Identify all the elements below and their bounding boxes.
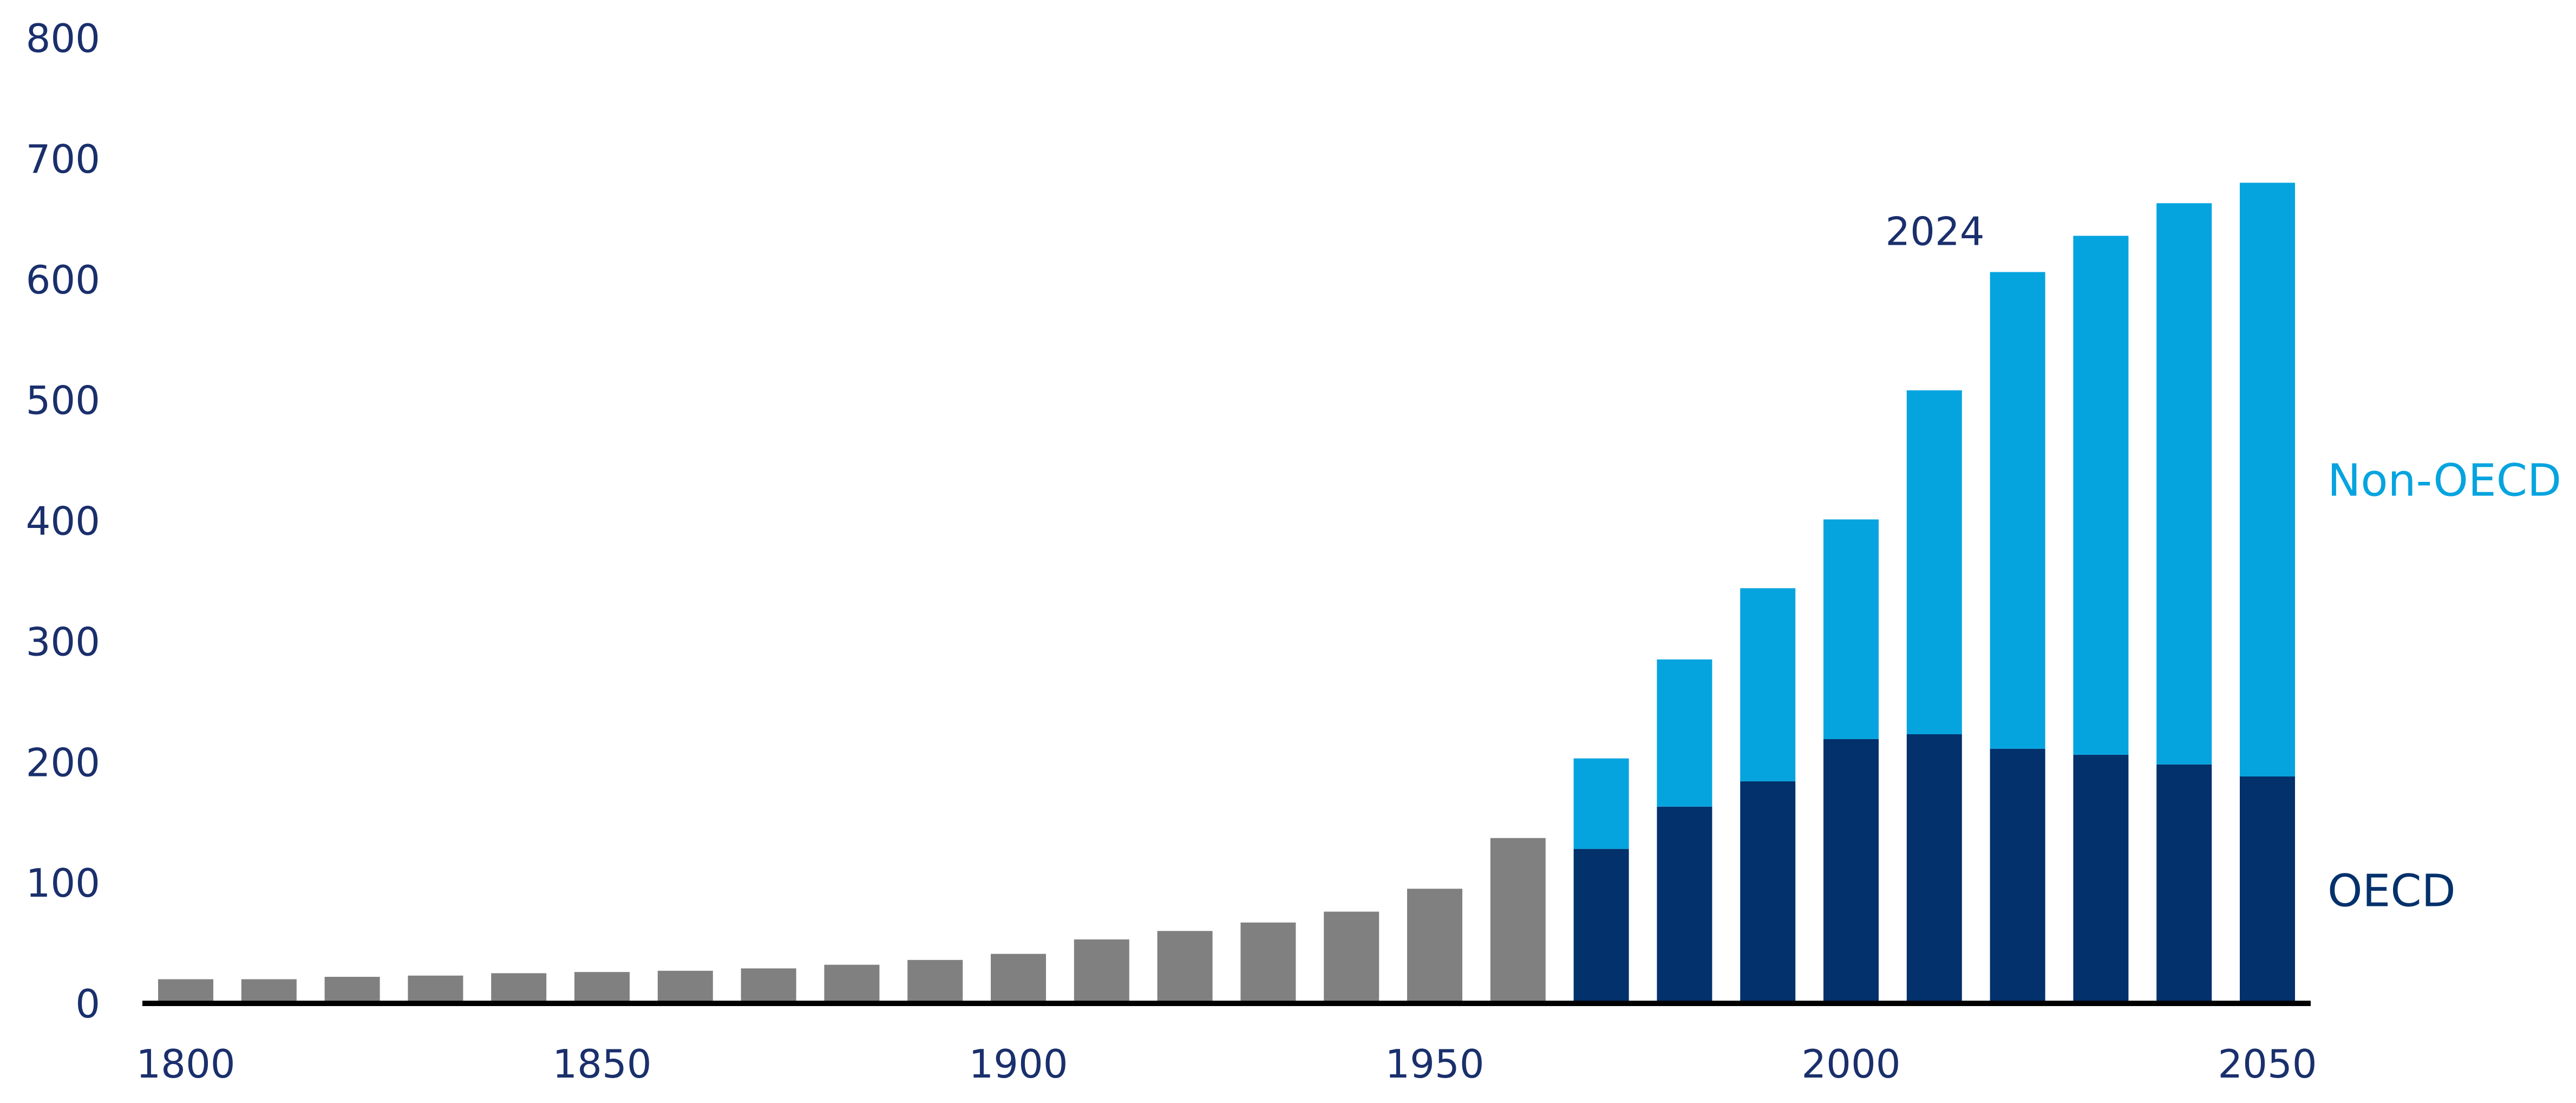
annotation-2024: 2024 — [1885, 208, 1984, 254]
bar-2050-non-oecd — [2240, 182, 2295, 776]
bar-2000-non-oecd — [1823, 519, 1879, 739]
y-tick-label: 500 — [26, 378, 100, 423]
bars — [158, 182, 2295, 1003]
bar-1800-total — [158, 979, 213, 1003]
y-tick-label: 700 — [26, 136, 100, 182]
bar-1900-total — [991, 954, 1046, 1003]
bar-1980-non-oecd — [1657, 659, 1712, 807]
x-tick-label: 2000 — [1801, 1041, 1900, 1087]
bar-2000-oecd — [1823, 739, 1879, 1003]
y-tick-label: 600 — [26, 257, 100, 303]
bar-2020-non-oecd — [1990, 272, 2045, 749]
bar-1910-total — [1074, 939, 1129, 1003]
y-tick-label: 400 — [26, 499, 100, 544]
bar-1810-total — [241, 979, 297, 1003]
bar-1970-oecd — [1573, 849, 1629, 1003]
bar-1950-total — [1407, 889, 1462, 1003]
bar-2010-non-oecd — [1906, 390, 1962, 734]
bar-1890-total — [907, 960, 963, 1003]
bar-1970-non-oecd — [1573, 758, 1629, 849]
bar-2020-oecd — [1990, 748, 2045, 1003]
bar-1880-total — [824, 964, 880, 1003]
series-label-non-oecd: Non-OECD — [2327, 455, 2561, 507]
y-axis-ticks: 0 100 200 300 400 500 600 700 800 — [26, 16, 100, 1027]
y-tick-label: 200 — [26, 740, 100, 785]
bar-1820-total — [324, 977, 380, 1003]
bar-2040-oecd — [2156, 764, 2212, 1003]
bar-1990-oecd — [1740, 781, 1796, 1003]
bar-1940-total — [1324, 911, 1379, 1003]
x-axis-ticks: 1800 1850 1900 1950 2000 2050 — [136, 1041, 2317, 1087]
y-tick-label: 0 — [75, 981, 100, 1027]
bar-1960-total — [1490, 838, 1546, 1003]
bar-1840-total — [491, 973, 547, 1003]
bar-1990-non-oecd — [1740, 588, 1796, 781]
bar-2040-non-oecd — [2156, 203, 2212, 765]
bar-1860-total — [657, 970, 713, 1003]
bar-2030-oecd — [2073, 754, 2129, 1003]
x-tick-label: 1950 — [1385, 1041, 1484, 1087]
bar-1930-total — [1240, 922, 1296, 1003]
y-tick-label: 100 — [26, 860, 100, 906]
bar-2030-non-oecd — [2073, 236, 2129, 755]
bar-1830-total — [408, 975, 463, 1003]
bar-1980-oecd — [1657, 806, 1712, 1003]
y-tick-label: 300 — [26, 619, 100, 664]
bar-1920-total — [1157, 931, 1213, 1003]
y-tick-label: 800 — [26, 16, 100, 61]
x-tick-label: 1850 — [552, 1041, 651, 1087]
bar-1870-total — [741, 968, 796, 1003]
bar-2050-oecd — [2240, 776, 2295, 1003]
x-tick-label: 2050 — [2218, 1041, 2317, 1087]
x-tick-label: 1800 — [136, 1041, 235, 1087]
series-label-oecd: OECD — [2327, 865, 2456, 917]
x-tick-label: 1900 — [969, 1041, 1068, 1087]
bar-1850-total — [574, 972, 630, 1003]
bar-2010-oecd — [1906, 734, 1962, 1003]
